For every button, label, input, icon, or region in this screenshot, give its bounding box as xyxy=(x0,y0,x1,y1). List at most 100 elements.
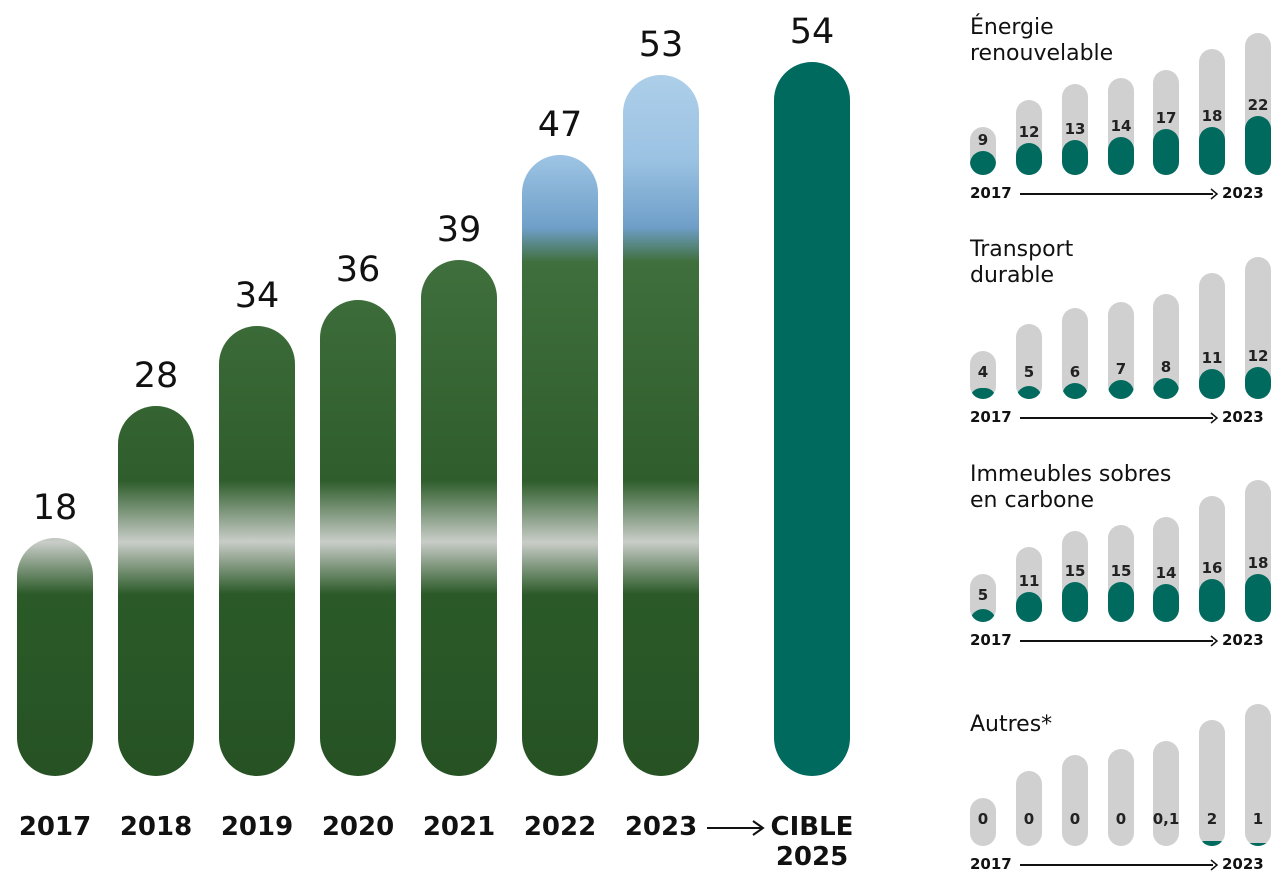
value-label: 15 xyxy=(1110,561,1132,580)
total-bar xyxy=(1062,530,1088,622)
bar xyxy=(1153,129,1179,175)
value-label: 6 xyxy=(1069,362,1081,381)
total-bar xyxy=(1062,307,1088,399)
x-tick-label: 2023 xyxy=(624,812,698,842)
x-tick-label: 2023 xyxy=(1222,631,1264,649)
total-bar xyxy=(1199,272,1225,399)
value-label: 11 xyxy=(1201,349,1223,368)
bar xyxy=(1199,579,1225,622)
total-bar xyxy=(1062,83,1088,175)
total-bar xyxy=(1062,754,1088,846)
bar xyxy=(774,62,850,776)
total-bar xyxy=(1108,525,1134,622)
bar xyxy=(1108,380,1134,399)
total-bar xyxy=(970,126,996,175)
total-bar xyxy=(1199,48,1225,175)
panel-title: Transport durable xyxy=(970,237,1074,288)
total-bar xyxy=(1016,546,1042,622)
x-tick-label: 2019 xyxy=(220,812,294,842)
bar xyxy=(1199,126,1225,175)
x-tick-label: 2018 xyxy=(119,812,193,842)
bar xyxy=(1108,137,1134,175)
total-bar xyxy=(1108,749,1134,846)
bar xyxy=(1245,573,1271,622)
value-label: 28 xyxy=(133,355,179,396)
total-bar xyxy=(1016,323,1042,399)
value-label: 0 xyxy=(1069,810,1081,828)
x-tick-label: 2017 xyxy=(970,631,1012,649)
value-label: 5 xyxy=(977,586,989,604)
value-label: 54 xyxy=(789,12,835,52)
bar xyxy=(970,388,996,399)
bar xyxy=(1062,382,1088,399)
x-tick-label: 2017 xyxy=(970,855,1012,873)
total-bar xyxy=(970,573,996,622)
arrow-head xyxy=(1210,635,1219,647)
total-bar xyxy=(1245,32,1271,175)
total-bar xyxy=(1108,302,1134,399)
bar xyxy=(970,608,996,622)
value-label: 11 xyxy=(1018,572,1040,591)
arrow-head xyxy=(1210,412,1219,424)
bar xyxy=(219,326,295,776)
arrow-head xyxy=(1210,859,1219,871)
bar xyxy=(118,405,194,776)
arrow-line xyxy=(1020,864,1213,866)
panel-title: Autres* xyxy=(970,712,1053,737)
total-bar xyxy=(1153,741,1179,846)
arrow-line xyxy=(1020,640,1213,642)
total-bar xyxy=(1153,70,1179,175)
total-bar xyxy=(1153,517,1179,622)
x-tick-label: 2017 xyxy=(18,812,92,842)
total-bar xyxy=(1199,495,1225,622)
x-tick-label: 2023 xyxy=(1222,408,1264,426)
total-bar xyxy=(970,797,996,846)
bar xyxy=(970,150,996,175)
arrow xyxy=(707,820,765,836)
bar xyxy=(1199,369,1225,399)
total-bar xyxy=(1245,703,1271,846)
x-tick-label: 2017 xyxy=(970,184,1012,202)
value-label: 7 xyxy=(1115,360,1127,379)
value-label: 1 xyxy=(1252,810,1264,828)
value-label: 13 xyxy=(1064,120,1086,139)
bar xyxy=(1062,581,1088,622)
bar xyxy=(1108,581,1134,622)
bar xyxy=(17,538,93,776)
value-label: 47 xyxy=(537,104,583,145)
bar xyxy=(421,260,497,776)
value-label: 12 xyxy=(1018,122,1040,141)
panel-title: Énergie renouvelable xyxy=(970,15,1114,66)
bar xyxy=(1062,140,1088,175)
bar xyxy=(1245,366,1271,399)
x-tick-label: 2023 xyxy=(1222,855,1264,873)
value-label: 4 xyxy=(977,363,989,381)
value-label: 17 xyxy=(1155,109,1177,128)
arrow-line xyxy=(1020,193,1213,195)
total-bar xyxy=(1245,479,1271,622)
bar xyxy=(1016,592,1042,622)
x-tick-label: 2020 xyxy=(321,812,395,842)
value-label: 12 xyxy=(1247,346,1269,365)
bar xyxy=(1016,385,1042,399)
value-label: 34 xyxy=(234,276,280,317)
value-label: 0 xyxy=(1115,810,1127,828)
bar xyxy=(1245,843,1271,846)
value-label: 14 xyxy=(1155,564,1177,583)
value-label: 53 xyxy=(638,25,684,66)
arrow-line xyxy=(1020,417,1213,419)
bar xyxy=(623,75,699,776)
value-label: 18 xyxy=(1247,553,1269,572)
value-label: 9 xyxy=(977,130,989,149)
total-bar xyxy=(1108,78,1134,175)
panel-title: Immeubles sobres en carbone xyxy=(970,462,1172,513)
bar xyxy=(522,154,598,776)
bar xyxy=(1016,142,1042,175)
x-tick-label: 2023 xyxy=(1222,184,1264,202)
value-label: 0,1 xyxy=(1152,810,1180,828)
x-tick-label: 2021 xyxy=(422,812,496,842)
value-label: 0 xyxy=(1023,810,1035,828)
value-label: 39 xyxy=(436,210,482,251)
bar xyxy=(1153,377,1179,399)
